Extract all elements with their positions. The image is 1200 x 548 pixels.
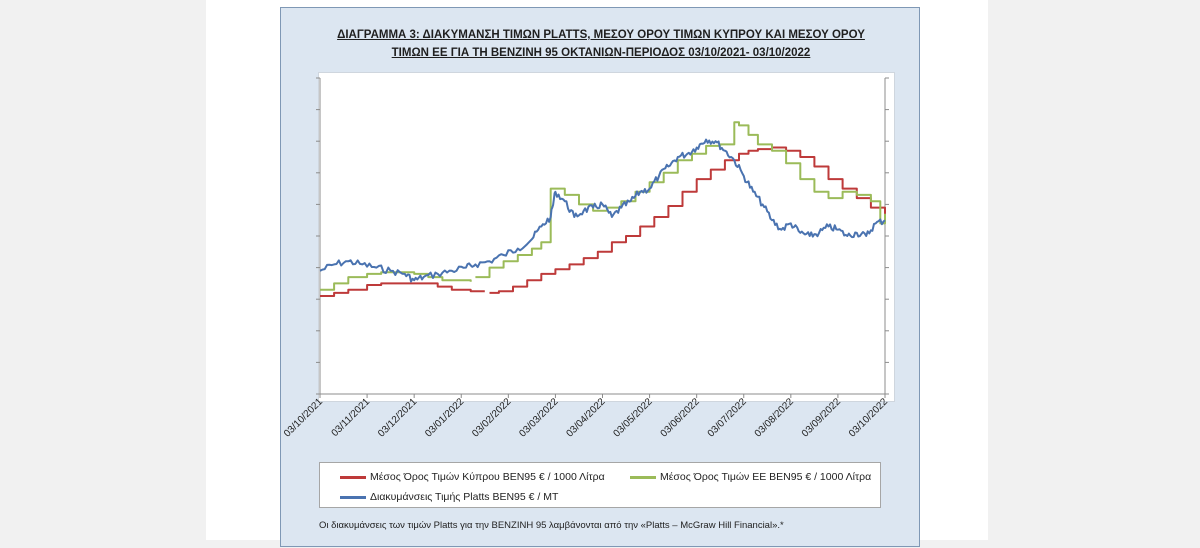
x-tick-label: 03/02/2022 (470, 396, 513, 439)
x-tick-label: 03/04/2022 (564, 396, 607, 439)
legend-label-eu: Μέσος Όρος Τιμών ΕΕ ΒΕΝ95 € / 1000 Λίτρα (660, 471, 872, 483)
chart-title-line-1: ΔΙΑΓΡΑΜΜΑ 3: ΔΙΑΚΥΜΑΝΣΗ ΤΙΜΩΝ PLATTS, ΜΕ… (337, 29, 865, 41)
legend-item-platts: Διακυμάνσεις Τιμής Platts ΒΕΝ95 € / MT (340, 491, 558, 503)
x-tick-label: 03/07/2022 (706, 396, 749, 439)
legend-swatch-eu (630, 475, 656, 479)
chart-svg: 03/10/2021 03/11/2021 03/12/2021 03/01/2022… (282, 77, 890, 440)
series-line-platts (319, 138, 886, 283)
source-note: Οι διακυμάνσεις των τιμών Platts για την… (319, 520, 784, 531)
legend-swatch-cyprus (340, 475, 366, 479)
legend-label-cyprus: Μέσος Όρος Τιμών Κύπρου ΒΕΝ95 € / 1000 Λ… (370, 471, 605, 483)
x-tick-label: 03/06/2022 (659, 396, 702, 439)
legend-swatch-platts (340, 495, 366, 499)
x-tick-label: 03/10/2021 (282, 396, 325, 439)
x-tick-label: 03/09/2022 (800, 396, 843, 439)
x-tick-label: 03/12/2021 (376, 396, 419, 439)
chart-title-line-2: ΤΙΜΩΝ ΕΕ ΓΙΑ ΤΗ ΒΕΝΖΙΝΗ 95 ΟΚΤΑΝΙΩΝ-ΠΕΡΙ… (391, 47, 811, 59)
series-line-cyprus (320, 146, 886, 297)
x-tick-label: 03/11/2021 (330, 396, 373, 439)
x-tick-label: 03/08/2022 (753, 396, 796, 439)
legend: Μέσος Όρος Τιμών Κύπρου ΒΕΝ95 € / 1000 Λ… (319, 462, 881, 508)
chart-frame: ΔΙΑΓΡΑΜΜΑ 3: ΔΙΑΚΥΜΑΝΣΗ ΤΙΜΩΝ PLATTS, ΜΕ… (280, 7, 920, 547)
document-page: ΔΙΑΓΡΑΜΜΑ 3: ΔΙΑΚΥΜΑΝΣΗ ΤΙΜΩΝ PLATTS, ΜΕ… (206, 0, 988, 547)
x-tick-label: 03/03/2022 (517, 396, 560, 439)
legend-label-platts: Διακυμάνσεις Τιμής Platts ΒΕΝ95 € / MT (370, 491, 559, 503)
x-tick-label: 03/05/2022 (612, 396, 655, 439)
legend-item-cyprus: Μέσος Όρος Τιμών Κύπρου ΒΕΝ95 € / 1000 Λ… (340, 471, 605, 483)
x-tick-label: 03/10/2022 (847, 396, 890, 439)
legend-item-eu: Μέσος Όρος Τιμών ΕΕ ΒΕΝ95 € / 1000 Λίτρα (630, 471, 871, 483)
x-tick-label: 03/01/2022 (423, 396, 466, 439)
chart-title: ΔΙΑΓΡΑΜΜΑ 3: ΔΙΑΚΥΜΑΝΣΗ ΤΙΜΩΝ PLATTS, ΜΕ… (281, 26, 921, 62)
plot-area (318, 72, 895, 402)
